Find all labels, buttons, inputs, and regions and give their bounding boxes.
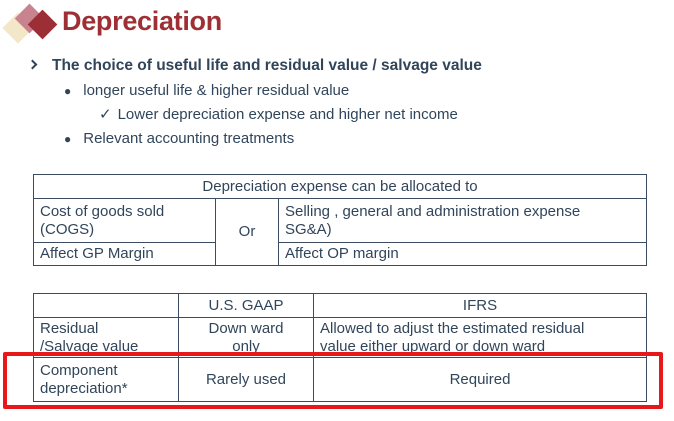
dot-bullet-icon: ● bbox=[64, 132, 72, 146]
comparison-header-ifrs: IFRS bbox=[313, 293, 647, 318]
comparison-table: U.S. GAAP IFRS Residual /Salvage value D… bbox=[33, 293, 647, 402]
allocation-cell-sga: Selling , general and administration exp… bbox=[278, 198, 647, 243]
table-row: Component depreciation* Rarely used Requ… bbox=[33, 357, 647, 402]
comparison-cell-residual-gaap: Down ward only bbox=[178, 317, 314, 358]
allocation-table-title: Depreciation expense can be allocated to bbox=[33, 174, 647, 199]
comparison-cell-residual-ifrs: Allowed to adjust the estimated residual… bbox=[313, 317, 647, 358]
bullet-sub1: ● longer useful life & higher residual v… bbox=[64, 82, 349, 100]
comparison-cell-component-gaap: Rarely used bbox=[178, 357, 314, 402]
table-row: Residual /Salvage value Down ward only A… bbox=[33, 317, 647, 358]
bullet-main-text: The choice of useful life and residual v… bbox=[52, 57, 482, 74]
allocation-cell-gp-margin: Affect GP Margin bbox=[33, 242, 216, 266]
bullet-sub2: ● Relevant accounting treatments bbox=[64, 130, 294, 148]
bullet-sub2-text: Relevant accounting treatments bbox=[83, 130, 295, 147]
comparison-cell-component-ifrs: Required bbox=[313, 357, 647, 402]
comparison-header-empty bbox=[33, 293, 179, 318]
comparison-cell-residual-label: Residual /Salvage value bbox=[33, 317, 179, 358]
dot-bullet-icon: ● bbox=[64, 84, 72, 98]
check-icon: ✓ bbox=[99, 106, 112, 123]
allocation-table: Depreciation expense can be allocated to… bbox=[33, 174, 647, 266]
comparison-header-gaap: U.S. GAAP bbox=[178, 293, 314, 318]
comparison-cell-component-label: Component depreciation* bbox=[33, 357, 179, 402]
bullet-sub1-detail: ✓ Lower depreciation expense and higher … bbox=[99, 106, 458, 124]
allocation-cell-op-margin: Affect OP margin bbox=[278, 242, 647, 266]
allocation-cell-cogs: Cost of goods sold (COGS) bbox=[33, 198, 216, 243]
bullet-sub1-text: longer useful life & higher residual val… bbox=[83, 82, 350, 99]
bullet-sub1-detail-text: Lower depreciation expense and higher ne… bbox=[117, 106, 458, 123]
page-title: Depreciation bbox=[62, 6, 222, 36]
arrow-bullet-icon bbox=[27, 59, 38, 70]
allocation-cell-or: Or bbox=[215, 198, 279, 266]
bullet-main: The choice of useful life and residual v… bbox=[27, 57, 482, 76]
